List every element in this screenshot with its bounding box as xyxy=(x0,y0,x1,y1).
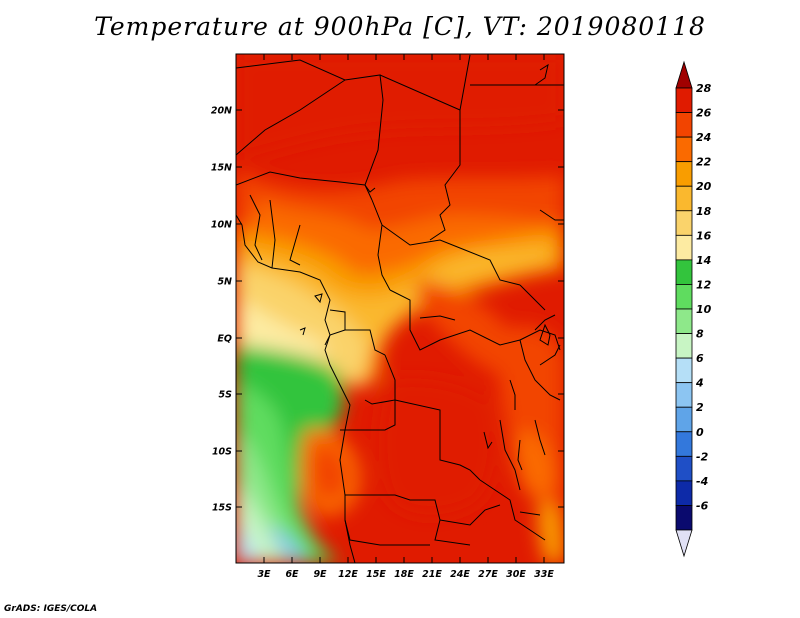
colorbar-swatch xyxy=(675,87,693,113)
colorbar-min-arrow xyxy=(675,529,693,558)
coastlines xyxy=(236,63,551,563)
colorbar-label: 22 xyxy=(696,156,712,169)
lon-label: 24E xyxy=(450,569,470,580)
colorbar-swatch xyxy=(675,210,693,236)
colorbar-swatch xyxy=(675,382,693,408)
colorbar-swatch xyxy=(675,259,693,285)
credit-label: GrADS: IGES/COLA xyxy=(4,604,98,614)
colorbar-label: 6 xyxy=(696,352,704,365)
colorbar-swatch xyxy=(675,161,693,187)
lon-label: 15E xyxy=(366,569,386,580)
colorbar-label: -2 xyxy=(696,450,709,463)
lat-label: 15S xyxy=(212,503,232,514)
map-title: Temperature at 900hPa [C], VT: 201908011… xyxy=(94,12,706,41)
colorbar-swatch xyxy=(675,234,693,261)
lat-label: 5N xyxy=(217,277,232,288)
colorbar-label: 0 xyxy=(696,426,704,439)
colorbar-swatch xyxy=(675,284,693,310)
colorbar-label: 10 xyxy=(696,303,712,316)
colorbar-label: 26 xyxy=(696,107,712,120)
lon-label: 12E xyxy=(338,569,358,580)
colorbar-label: 4 xyxy=(695,377,704,390)
colorbar-label: 14 xyxy=(696,254,711,267)
colorbar-swatch xyxy=(675,333,693,359)
colorbar-swatch xyxy=(675,136,693,163)
lon-label: 9E xyxy=(313,569,327,580)
lon-label: 18E xyxy=(394,569,414,580)
colorbar-label: 20 xyxy=(696,180,712,193)
colorbar-label: 8 xyxy=(696,328,704,341)
colorbar-label: 24 xyxy=(696,131,711,144)
colorbar-label: 12 xyxy=(696,278,712,291)
colorbar-swatch xyxy=(675,406,693,433)
lat-axis: 20N 15N 10N 5N EQ 5S 10S 15S xyxy=(211,106,564,514)
lon-label: 30E xyxy=(506,569,526,580)
lat-label: 10N xyxy=(211,220,232,231)
lon-label: 3E xyxy=(257,569,271,580)
temperature-field xyxy=(236,54,564,563)
lon-label: 27E xyxy=(478,569,498,580)
colorbar-label: -4 xyxy=(696,475,708,488)
lat-label: 20N xyxy=(211,106,232,117)
colorbar-swatch xyxy=(675,505,693,531)
lon-axis: 3E 6E 9E 12E 15E 18E 21E 24E 27E 30E 33E xyxy=(257,54,554,580)
lat-label: EQ xyxy=(217,334,232,345)
lon-label: 21E xyxy=(422,569,442,580)
colorbar-swatch xyxy=(675,431,693,457)
map-frame xyxy=(235,53,565,564)
colorbar-max-arrow xyxy=(675,60,693,89)
lat-label: 5S xyxy=(219,390,233,401)
colorbar-label: 18 xyxy=(696,205,712,218)
colorbar-swatch xyxy=(675,357,693,384)
colorbar-swatch xyxy=(675,185,693,212)
country-borders xyxy=(236,54,564,546)
colorbar-swatch xyxy=(675,480,693,506)
lat-label: 15N xyxy=(211,163,232,174)
colorbar-swatch xyxy=(675,455,693,482)
colorbar-label: 2 xyxy=(696,401,704,414)
colorbar-swatch xyxy=(675,112,693,138)
lat-label: 10S xyxy=(212,447,232,458)
lon-label: 6E xyxy=(285,569,299,580)
colorbar-label: 16 xyxy=(696,229,712,242)
colorbar-swatch xyxy=(675,308,693,334)
colorbar-label: 28 xyxy=(696,82,712,95)
colorbar-label: -6 xyxy=(696,499,709,512)
lon-label: 33E xyxy=(534,569,554,580)
